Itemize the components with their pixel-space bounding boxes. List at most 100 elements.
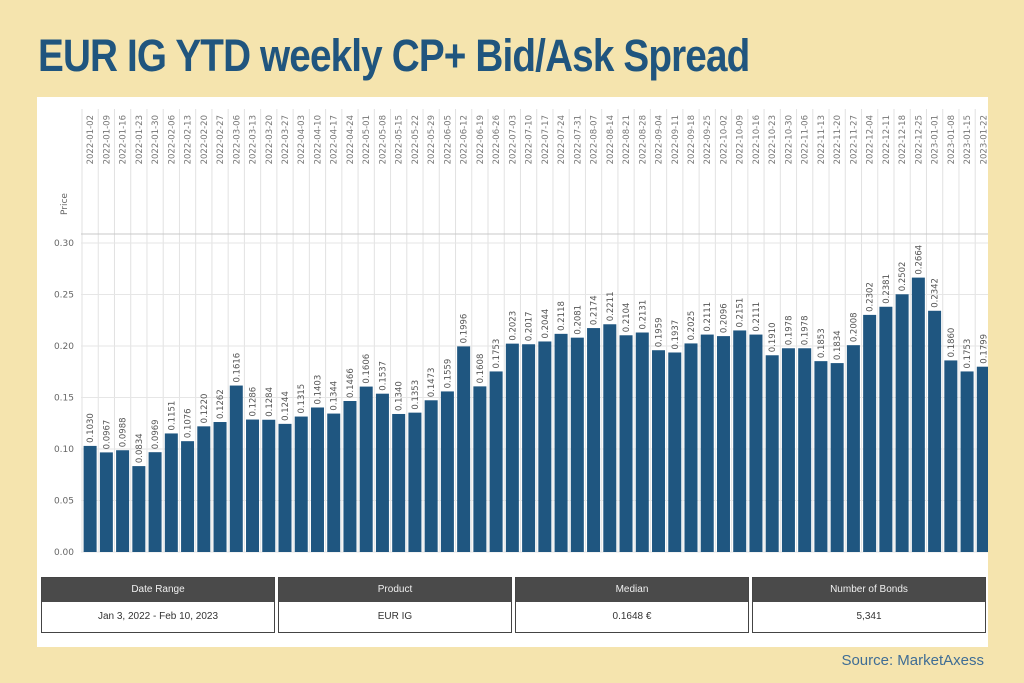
x-tick-label: 2022-09-11 [671,115,681,164]
bar [489,371,503,552]
bar [684,343,698,552]
data-label: 0.1537 [378,361,388,391]
x-tick-label: 2022-08-07 [590,115,600,164]
data-label: 0.2104 [622,303,632,333]
x-tick-label: 2022-11-27 [849,115,859,164]
bar [781,348,795,552]
bar [278,423,292,552]
stat-median: Median 0.1648 € [515,577,749,633]
x-tick-label: 2022-05-29 [427,115,437,164]
x-tick-label: 2022-01-02 [86,115,96,164]
data-label: 0.0969 [151,419,161,449]
x-tick-label: 2022-10-16 [752,115,762,164]
data-label: 0.1834 [833,330,843,360]
x-tick-label: 2022-04-03 [297,115,307,164]
data-label: 0.1853 [817,328,827,358]
bar [116,450,130,552]
x-tick-label: 2022-07-31 [573,115,583,164]
x-tick-label: 2022-10-30 [784,115,794,164]
data-label: 0.1340 [395,381,405,411]
data-label: 0.2664 [914,245,924,275]
data-label: 0.1284 [265,387,275,417]
data-label: 0.1286 [249,387,259,417]
stat-value: 0.1648 € [612,611,652,622]
vertical-gridlines [81,109,976,552]
bar [457,346,471,552]
data-label: 0.1608 [476,354,486,384]
x-tick-label: 2022-12-25 [914,115,924,164]
data-label: 0.2174 [590,295,600,325]
x-tick-label: 2022-07-03 [508,115,518,164]
bar [262,419,276,552]
data-label: 0.1473 [427,368,437,398]
bar [310,407,324,552]
data-label: 0.2302 [866,282,876,312]
data-label: 0.1466 [346,368,356,398]
data-label: 0.1559 [443,359,453,389]
bar [359,386,373,552]
x-tick-label: 2022-08-14 [606,115,616,164]
bar [668,352,682,552]
bar [587,328,601,552]
bar [944,360,958,552]
bar [132,466,146,552]
bar [213,422,227,552]
data-label: 0.2381 [882,274,892,304]
bar [99,452,113,552]
x-tick-label: 2022-08-21 [622,115,632,164]
data-label: 0.2023 [508,311,518,341]
stat-header: Number of Bonds [753,578,985,602]
source-note: Source: MarketAxess [841,652,984,669]
bar [911,277,925,552]
chart-panel: 2022-01-02 2022-01-09 2022-01-16 2022-01-23… [37,97,988,647]
x-tick-label: 2022-06-26 [492,115,502,164]
x-tick-label: 2022-11-06 [801,115,811,164]
x-tick-label: 2022-12-04 [866,115,876,164]
x-tick-label: 2022-05-22 [411,115,421,164]
x-tick-label: 2022-05-01 [362,115,372,164]
y-tick-label: 0.15 [54,394,74,404]
data-label: 0.2025 [687,311,697,341]
x-tick-label: 2022-10-09 [736,115,746,164]
x-tick-labels: 2022-01-02 2022-01-09 2022-01-16 2022-01-23… [86,115,988,164]
bar [181,441,195,552]
x-tick-label: 2023-01-01 [931,115,941,164]
data-label: 0.2081 [573,305,583,335]
bar [765,355,779,552]
bar [895,294,909,552]
data-label: 0.0967 [102,420,112,450]
bar [798,348,812,552]
stat-date-range: Date Range Jan 3, 2022 - Feb 10, 2023 [41,577,275,633]
bar [700,334,714,552]
data-label: 0.1220 [200,394,210,424]
bar [570,337,584,552]
bar [408,412,422,552]
data-label: 0.1315 [297,384,307,414]
x-tick-label: 2023-01-15 [963,115,973,164]
data-label: 0.1403 [313,375,323,405]
bar [343,401,357,552]
data-label: 0.2096 [719,303,729,333]
bar [863,314,877,552]
data-label: 0.2008 [849,312,859,342]
bar [440,391,454,552]
bar [716,336,730,552]
data-label: 0.2044 [541,309,551,339]
summary-stats: Date Range Jan 3, 2022 - Feb 10, 2023 Pr… [41,577,986,633]
bar [229,385,243,552]
data-label: 0.0988 [119,417,129,447]
stat-value: 5,341 [856,611,882,622]
data-label: 0.1353 [411,380,421,410]
bar [619,335,633,552]
x-tick-label: 2022-07-24 [557,115,567,164]
x-tick-label: 2022-06-19 [476,115,486,164]
bar [197,426,211,552]
data-label: 0.1978 [801,316,811,346]
y-tick-label: 0.30 [54,239,74,249]
x-tick-label: 2022-12-11 [882,115,892,164]
stat-number-of-bonds: Number of Bonds 5,341 [752,577,986,633]
x-tick-label: 2022-04-24 [346,115,356,164]
bar [246,419,260,552]
y-tick-label: 0.10 [54,445,74,455]
x-tick-label: 2022-03-06 [232,115,242,164]
